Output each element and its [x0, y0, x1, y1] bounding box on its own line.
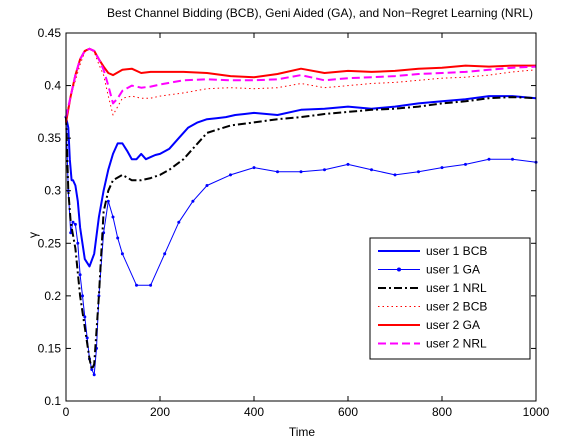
x-tick-label: 1000: [523, 405, 550, 419]
series-point-user-1-ga: [205, 184, 209, 187]
series-point-user-1-ga: [511, 157, 514, 161]
series-point-user-1-ga: [440, 166, 444, 170]
legend: user 1 BCB user 1 GA user 1 NRL user 2 BCB u…: [369, 237, 531, 360]
series-point-user-1-ga: [116, 236, 120, 240]
series-line-user-2-nrl: [65, 47, 537, 118]
chart-title: Best Channel Bidding (BCB), Geni Aided (…: [107, 6, 533, 20]
series-point-user-1-ga: [90, 368, 94, 371]
x-tick-label: 200: [150, 405, 170, 419]
plot-area-frame: [65, 32, 537, 402]
series-point-user-1-ga: [106, 199, 110, 203]
x-tick-label: 0: [63, 405, 70, 419]
series-point-user-1-ga: [76, 241, 80, 245]
x-tick-label: 600: [338, 405, 358, 419]
x-axis-label: Time: [289, 425, 316, 439]
legend-label: user 1 BCB: [426, 244, 487, 258]
legend-marker: [397, 267, 401, 272]
series-point-user-1-ga: [276, 170, 279, 174]
series-point-user-1-ga: [191, 199, 195, 203]
series-point-user-1-ga: [323, 168, 326, 172]
series-point-user-1-ga: [71, 220, 75, 224]
x-tick-label: 800: [432, 405, 452, 419]
y-tick-label: 0.1: [44, 394, 61, 408]
y-tick-label: 0.15: [38, 341, 62, 355]
series-point-user-1-ga: [177, 220, 181, 224]
legend-box: [369, 237, 531, 360]
series-point-user-1-ga: [487, 157, 491, 161]
legend-label: user 2 GA: [426, 318, 480, 332]
axis-ticks: 0 200 400 600 800 1000 0.1 0.15 0.2 0.25 0.3 0.35 0.…: [38, 26, 550, 419]
series-point-user-1-ga: [85, 336, 89, 340]
y-tick-label: 0.4: [44, 79, 61, 93]
legend-label: user 1 GA: [426, 263, 480, 277]
series-point-user-1-ga: [78, 273, 82, 277]
series-line-user-1-ga: [65, 117, 537, 376]
series-point-user-1-ga: [163, 252, 167, 256]
plot-lines: [64, 47, 538, 377]
series-line-user-1-nrl: [65, 96, 537, 371]
y-tick-label: 0.2: [44, 289, 61, 303]
series-point-user-1-ga: [417, 170, 420, 174]
y-axis-label: γ: [26, 232, 40, 238]
series-point-user-1-ga: [393, 173, 397, 177]
series-point-user-1-ga: [73, 222, 77, 226]
series-line-user-2-ga: [65, 47, 536, 123]
series-point-user-1-ga: [83, 315, 87, 319]
y-tick-label: 0.35: [38, 131, 62, 145]
series-point-user-1-ga: [92, 373, 96, 377]
series-point-user-1-ga: [229, 173, 232, 177]
legend-label: user 1 NRL: [426, 281, 487, 295]
y-tick-label: 0.25: [38, 236, 62, 250]
series-point-user-1-ga: [346, 162, 350, 166]
series-point-user-1-ga: [120, 252, 124, 256]
series-point-user-1-ga: [370, 168, 373, 172]
series-point-user-1-ga: [252, 166, 256, 170]
y-tick-label: 0.3: [44, 184, 61, 198]
x-tick-label: 400: [244, 405, 264, 419]
series-point-user-1-ga: [81, 294, 84, 298]
y-tick-label: 0.45: [38, 26, 62, 40]
series-point-user-1-ga: [111, 215, 115, 219]
legend-label: user 2 NRL: [426, 337, 487, 351]
series-point-user-1-ga: [299, 170, 303, 174]
series-line-user-1-bcb: [65, 95, 537, 268]
series-point-user-1-ga: [135, 283, 138, 287]
series-line-user-2-bcb: [65, 48, 537, 118]
series-point-user-1-ga: [464, 162, 467, 166]
legend-label: user 2 BCB: [426, 300, 487, 314]
series-point-user-1-ga: [149, 283, 153, 287]
